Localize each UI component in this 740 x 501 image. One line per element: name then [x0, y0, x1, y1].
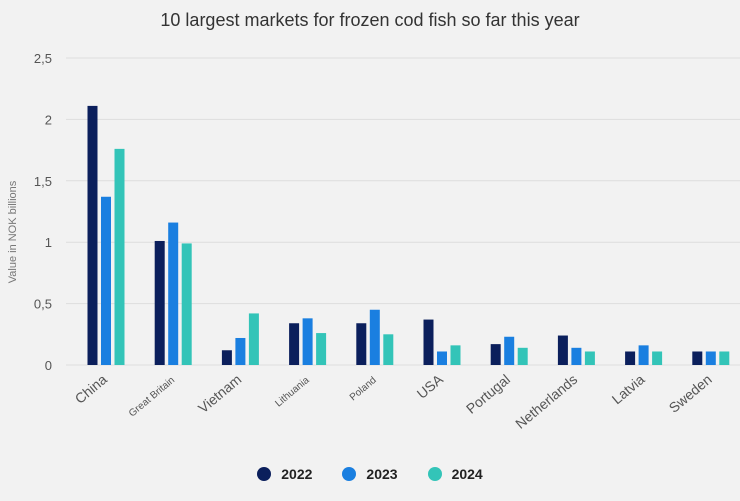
x-tick-label-vietnam: Vietnam: [195, 371, 244, 416]
x-tick-label-usa: USA: [414, 371, 447, 402]
legend: 2022 2023 2024: [0, 466, 740, 482]
x-tick-label-poland: Poland: [348, 375, 379, 403]
bar-poland-2024[interactable]: [383, 334, 394, 365]
bar-great-britain-2023[interactable]: [168, 222, 179, 365]
x-tick-label-china: China: [72, 371, 110, 407]
legend-item-2023[interactable]: 2023: [342, 466, 398, 482]
legend-marker: [257, 467, 272, 481]
bar-usa-2024[interactable]: [450, 345, 461, 365]
y-tick-label: 1: [45, 235, 52, 250]
bar-lithuania-2023[interactable]: [302, 318, 313, 365]
x-tick-label-latvia: Latvia: [609, 371, 648, 407]
y-tick-label: 0: [45, 358, 52, 373]
legend-item-2022[interactable]: 2022: [257, 466, 312, 482]
x-tick-label-great-britain: Great Britain: [127, 375, 177, 420]
legend-label: 2024: [451, 466, 483, 482]
legend-marker: [427, 467, 442, 481]
y-tick-label: 1,5: [34, 174, 52, 189]
bar-netherlands-2022[interactable]: [557, 335, 568, 365]
bar-poland-2022[interactable]: [356, 323, 367, 365]
bar-sweden-2024[interactable]: [719, 351, 730, 365]
bar-vietnam-2023[interactable]: [235, 337, 246, 365]
bar-netherlands-2024[interactable]: [584, 351, 595, 365]
bar-portugal-2023[interactable]: [504, 336, 515, 365]
bar-great-britain-2022[interactable]: [154, 240, 165, 365]
legend-label: 2022: [281, 466, 313, 482]
bar-poland-2023[interactable]: [369, 309, 380, 365]
bar-vietnam-2022[interactable]: [221, 350, 232, 365]
bar-portugal-2022[interactable]: [490, 344, 501, 365]
bar-china-2022[interactable]: [87, 105, 98, 365]
bar-latvia-2023[interactable]: [638, 345, 649, 365]
bar-lithuania-2024[interactable]: [316, 333, 327, 365]
x-tick-label-lithuania: Lithuania: [273, 375, 312, 410]
bar-china-2023[interactable]: [101, 196, 111, 365]
y-tick-label: 0,5: [34, 297, 52, 312]
y-tick-label: 2,5: [34, 51, 52, 66]
y-tick-label: 2: [45, 112, 52, 127]
x-tick-label-portugal: Portugal: [463, 371, 513, 417]
bar-usa-2023[interactable]: [437, 351, 447, 365]
bar-sweden-2023[interactable]: [705, 351, 716, 365]
x-tick-labels: China Great Britain Vietnam Lithuania Poland…: [72, 371, 715, 432]
bar-sweden-2022[interactable]: [692, 351, 703, 365]
bar-portugal-2024[interactable]: [517, 347, 528, 365]
bar-great-britain-2024[interactable]: [181, 243, 192, 365]
y-tick-labels: 0 0,5 1 1,5 2 2,5: [34, 51, 52, 373]
legend-label: 2023: [366, 466, 398, 482]
bar-lithuania-2022[interactable]: [289, 323, 300, 365]
y-axis-label: Value in NOK billions: [7, 180, 19, 283]
bars: [87, 105, 730, 365]
chart-title: 10 largest markets for frozen cod fish s…: [160, 10, 579, 30]
bar-vietnam-2024[interactable]: [248, 313, 259, 365]
bar-latvia-2024[interactable]: [652, 351, 663, 365]
gridlines: [66, 57, 740, 366]
legend-marker: [342, 467, 357, 481]
bar-china-2024[interactable]: [114, 148, 125, 365]
bar-latvia-2022[interactable]: [625, 351, 636, 365]
bar-usa-2022[interactable]: [423, 319, 434, 365]
legend-item-2024[interactable]: 2024: [427, 466, 483, 482]
x-tick-label-netherlands: Netherlands: [512, 371, 580, 432]
bar-netherlands-2023[interactable]: [571, 347, 582, 365]
x-tick-label-sweden: Sweden: [666, 371, 715, 416]
